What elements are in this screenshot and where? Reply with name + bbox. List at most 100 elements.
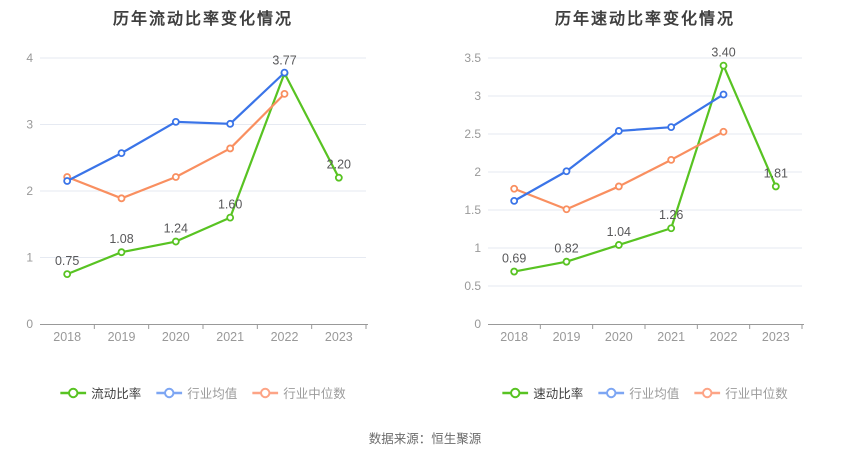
data-point-marker [226, 144, 235, 153]
series-line [513, 130, 725, 211]
data-point-marker [667, 123, 676, 132]
legend-item-main-ratio[interactable]: 速动比率 [502, 383, 583, 402]
data-point-label: 1.04 [607, 225, 631, 239]
data-point-marker [226, 119, 235, 128]
x-axis-tick-label: 2018 [500, 330, 528, 344]
data-point-marker [771, 182, 780, 191]
data-point-marker [117, 149, 126, 157]
data-point-marker [719, 127, 728, 136]
data-point-label: 1.60 [218, 198, 242, 212]
legend-item-industry-mean[interactable]: 行业均值 [598, 383, 679, 402]
data-point-marker [719, 61, 728, 70]
legend-item-industry-median[interactable]: 行业中位数 [252, 383, 346, 402]
data-point-marker [280, 68, 289, 77]
data-point-marker [334, 173, 343, 182]
y-axis-tick-label: 0.5 [464, 279, 481, 293]
x-axis-tick-label: 2023 [325, 330, 353, 344]
data-point-marker [171, 173, 180, 181]
current-ratio-plot-canvas: 0 1 2 3 4 2018 2019 2020 2021 2022 2023 0.75 1.08 1.2… [26, 51, 368, 344]
legend-label: 行业均值 [187, 387, 238, 401]
data-point-label: 0.82 [554, 242, 578, 256]
legend-marker-circle [510, 387, 521, 398]
data-point-marker [667, 155, 676, 164]
series-line [513, 64, 777, 273]
legend-item-main-ratio[interactable]: 流动比率 [60, 383, 141, 402]
data-point-marker [63, 177, 72, 185]
data-point-marker [226, 213, 235, 222]
legend-item-industry-mean[interactable]: 行业均值 [156, 383, 237, 402]
legend-line-marker-icon [502, 387, 529, 398]
x-axis-tick-label: 2023 [762, 330, 790, 344]
legend-line-marker-icon [252, 387, 279, 398]
y-axis-tick-label: 1.5 [464, 203, 481, 217]
legend-marker-circle [260, 387, 271, 398]
data-point-marker [510, 267, 519, 276]
data-point-marker [171, 117, 180, 126]
data-point-label: 2.20 [327, 158, 351, 172]
legend-item-industry-median[interactable]: 行业中位数 [694, 383, 788, 402]
legend-label: 行业中位数 [283, 387, 346, 401]
data-point-marker [510, 184, 519, 193]
y-axis-tick-label: 4 [26, 51, 33, 65]
data-point-label: 3.40 [711, 46, 735, 60]
legend-line-marker-icon [694, 387, 721, 398]
legend-marker-circle [606, 387, 617, 398]
series-line [66, 92, 286, 200]
legend-label: 速动比率 [533, 387, 584, 401]
x-axis-tick-label: 2020 [605, 330, 633, 344]
x-axis-tick-label: 2022 [710, 330, 738, 344]
chart-legend: 流动比率 行业均值 行业中位数 [60, 383, 346, 402]
x-axis-tick-label: 2019 [553, 330, 581, 344]
data-point-label: 1.08 [109, 232, 133, 246]
data-point-label: 1.26 [659, 208, 683, 222]
y-axis-tick-label: 0 [474, 317, 481, 331]
data-point-label: 1.24 [164, 222, 188, 236]
data-point-label: 0.75 [55, 254, 79, 268]
legend-marker-circle [702, 387, 713, 398]
y-axis-tick-label: 0 [26, 317, 33, 331]
chart-title: 历年速动比率变化情况 [554, 11, 736, 28]
legend-label: 行业均值 [629, 387, 680, 401]
data-point-marker [510, 196, 519, 205]
x-axis-tick-label: 2020 [162, 330, 190, 344]
y-axis-tick-label: 3 [26, 118, 33, 132]
quick-ratio-chart: 历年速动比率变化情况 0 0.5 1 1.5 2 2.5 3 3.5 2018 2019 2020 2… [425, 0, 850, 412]
legend-marker-circle [68, 387, 79, 398]
data-point-marker [280, 90, 289, 98]
y-axis-tick-label: 1 [26, 251, 33, 265]
y-axis-tick-label: 3.5 [464, 51, 481, 65]
data-source-note: 数据来源：恒生聚源 [368, 432, 482, 446]
data-point-marker [614, 127, 623, 135]
data-point-marker [562, 167, 571, 176]
legend-label: 流动比率 [91, 387, 142, 401]
x-axis-tick-label: 2021 [216, 330, 244, 344]
data-point-marker [562, 257, 571, 266]
x-axis-tick-label: 2021 [657, 330, 685, 344]
data-point-label: 1.81 [764, 166, 788, 180]
y-axis-tick-label: 2 [474, 165, 481, 179]
x-axis-tick-label: 2022 [271, 330, 299, 344]
data-point-marker [562, 205, 571, 214]
current-ratio-chart: 历年流动比率变化情况 0 1 2 3 4 2018 2019 2020 2021 2022 2023… [0, 0, 425, 412]
y-axis-tick-label: 2 [26, 184, 33, 198]
legend-line-marker-icon [156, 387, 183, 398]
legend-line-marker-icon [598, 387, 625, 398]
quick-ratio-plot-canvas: 0 0.5 1 1.5 2 2.5 3 3.5 2018 2019 2020 2021 2022 2023… [464, 46, 804, 344]
series-line [66, 72, 340, 276]
y-axis-tick-label: 1 [474, 241, 481, 255]
data-point-marker [614, 182, 623, 191]
y-axis-tick-label: 3 [474, 89, 481, 103]
chart-title: 历年流动比率变化情况 [112, 11, 294, 28]
data-point-marker [719, 90, 728, 99]
legend-line-marker-icon [60, 387, 87, 398]
legend-label: 行业中位数 [725, 387, 788, 401]
data-point-marker [171, 237, 180, 246]
data-point-label: 3.77 [272, 53, 296, 67]
data-point-marker [614, 241, 623, 249]
data-point-marker [667, 224, 676, 233]
data-point-marker [117, 194, 126, 203]
x-axis-tick-label: 2019 [108, 330, 136, 344]
chart-legend: 速动比率 行业均值 行业中位数 [502, 383, 788, 402]
data-point-marker [63, 270, 72, 279]
data-point-label: 0.69 [502, 252, 526, 266]
